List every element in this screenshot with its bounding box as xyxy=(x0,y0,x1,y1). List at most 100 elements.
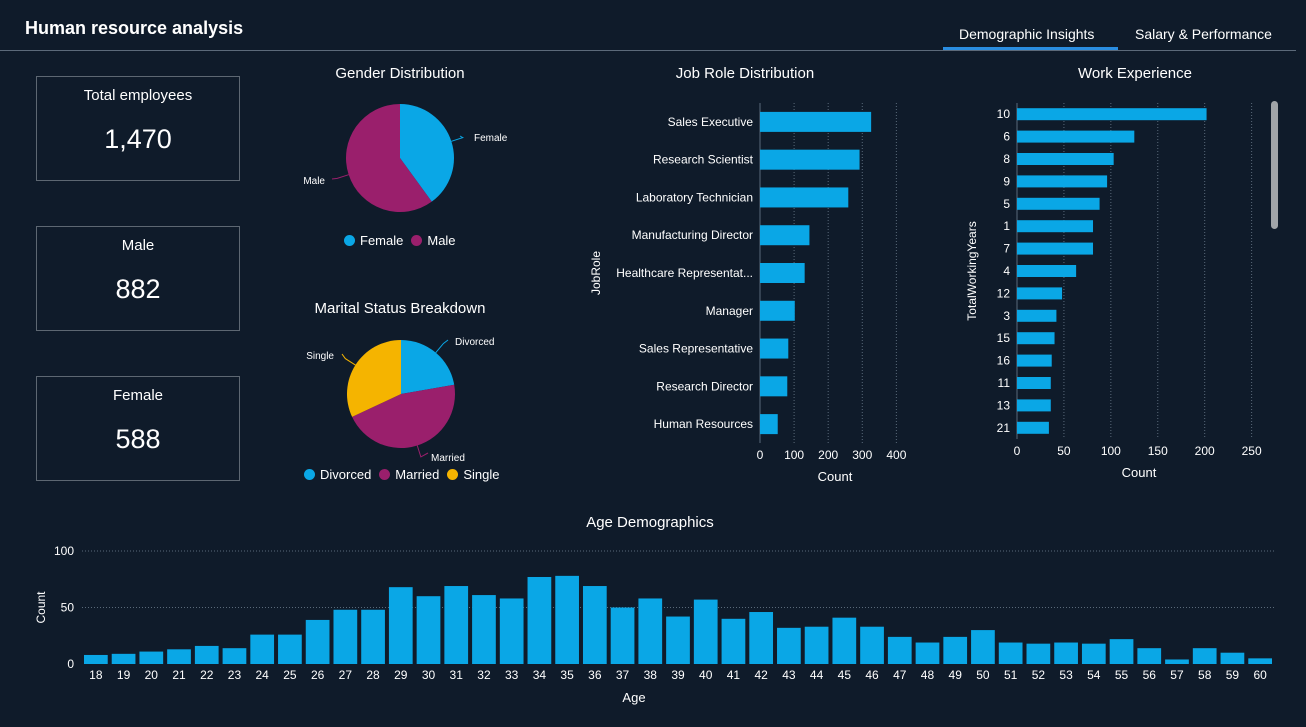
category-label: Manager xyxy=(706,304,753,318)
x-tick-label: 100 xyxy=(1101,444,1121,458)
legend-item-divorced[interactable]: Divorced xyxy=(304,467,371,482)
kpi-label: Male xyxy=(121,237,155,254)
category-label: 13 xyxy=(997,398,1011,412)
bar-13 xyxy=(1017,399,1051,412)
marital-chart-title: Marital Status Breakdown xyxy=(314,300,486,317)
bar-9 xyxy=(1017,175,1108,188)
kpi-card-total-employees: Total employees 1,470 xyxy=(36,76,240,181)
tab-demographic-insights[interactable]: Demographic Insights xyxy=(959,26,1095,42)
bar-age-47 xyxy=(887,636,912,664)
bar-age-23 xyxy=(222,648,247,664)
category-label: 10 xyxy=(997,107,1011,121)
x-tick-label: 48 xyxy=(921,668,935,682)
x-tick-label: 200 xyxy=(818,448,838,462)
bar-age-25 xyxy=(278,634,302,664)
x-axis-title: Count xyxy=(818,469,853,484)
pie-label-divorced: Divorced xyxy=(455,337,494,348)
legend-item-single[interactable]: Single xyxy=(447,467,500,482)
x-tick-label: 50 xyxy=(1057,444,1071,458)
pie-slice-male xyxy=(346,104,432,212)
bar-age-29 xyxy=(388,587,413,664)
x-tick-label: 400 xyxy=(886,448,906,462)
pie-leader-line xyxy=(341,353,356,366)
bar-age-39 xyxy=(666,616,690,664)
bar-age-45 xyxy=(832,617,857,664)
legend-item-married[interactable]: Married xyxy=(379,467,439,482)
bar-age-31 xyxy=(444,586,469,664)
x-tick-label: 22 xyxy=(200,668,214,682)
x-tick-label: 55 xyxy=(1115,668,1129,682)
category-label: 5 xyxy=(1003,197,1010,211)
bar-age-53 xyxy=(1054,642,1078,664)
gender-chart-title: Gender Distribution xyxy=(335,65,465,82)
x-tick-label: 42 xyxy=(754,668,768,682)
bar-sales-representative xyxy=(760,338,789,359)
x-tick-label: 24 xyxy=(256,668,270,682)
bar-age-43 xyxy=(777,627,801,664)
bar-age-26 xyxy=(305,619,330,664)
pie-label-male: Male xyxy=(303,176,325,187)
x-tick-label: 41 xyxy=(727,668,741,682)
category-label: Sales Representative xyxy=(639,342,753,356)
bar-age-30 xyxy=(416,596,441,664)
bar-age-58 xyxy=(1192,648,1217,664)
category-label: Human Resources xyxy=(654,417,753,431)
category-label: Laboratory Technician xyxy=(636,190,753,204)
bar-healthcare-representat xyxy=(760,263,805,283)
age-chart-title: Age Demographics xyxy=(586,514,714,531)
legend-item-female[interactable]: Female xyxy=(344,233,403,248)
bar-age-44 xyxy=(804,626,829,664)
bar-age-24 xyxy=(250,634,275,664)
legend-label: Male xyxy=(427,233,456,248)
x-tick-label: 26 xyxy=(311,668,325,682)
tab-salary-performance[interactable]: Salary & Performance xyxy=(1135,26,1272,42)
x-tick-label: 35 xyxy=(560,668,574,682)
y-tick-label: 0 xyxy=(67,657,74,671)
pie-leader-line xyxy=(435,339,449,353)
pie-slice-divorced xyxy=(401,340,455,394)
x-tick-label: 200 xyxy=(1195,444,1215,458)
bar-age-60 xyxy=(1248,658,1272,664)
experience-scrollbar[interactable] xyxy=(1271,101,1278,229)
pie-label-single: Single xyxy=(306,351,334,362)
x-tick-label: 150 xyxy=(1148,444,1168,458)
x-tick-label: 39 xyxy=(671,668,685,682)
legend-item-male[interactable]: Male xyxy=(411,233,456,248)
x-tick-label: 37 xyxy=(616,668,630,682)
legend-marker xyxy=(447,469,459,480)
pie-slice-female xyxy=(400,104,454,202)
bar-age-34 xyxy=(527,576,552,664)
active-tab-indicator xyxy=(943,47,1118,50)
category-label: 8 xyxy=(1003,152,1010,166)
y-axis-title: JobRole xyxy=(589,251,603,295)
bar-age-48 xyxy=(915,642,940,664)
category-label: 1 xyxy=(1003,219,1010,233)
bar-age-42 xyxy=(749,612,774,664)
x-tick-label: 31 xyxy=(450,668,464,682)
x-tick-label: 0 xyxy=(1014,444,1021,458)
bar-15 xyxy=(1017,332,1055,345)
x-tick-label: 32 xyxy=(477,668,491,682)
legend-label: Female xyxy=(360,233,404,248)
bar-age-50 xyxy=(971,630,995,664)
kpi-value: 1,470 xyxy=(104,124,172,154)
category-label: 21 xyxy=(997,421,1011,435)
bar-11 xyxy=(1017,377,1051,389)
category-label: 11 xyxy=(998,376,1011,390)
bar-age-32 xyxy=(472,595,496,664)
x-tick-label: 100 xyxy=(784,448,804,462)
x-tick-label: 47 xyxy=(893,668,907,682)
bar-16 xyxy=(1017,354,1052,367)
bar-12 xyxy=(1017,287,1063,300)
x-tick-label: 60 xyxy=(1253,668,1267,682)
x-tick-label: 44 xyxy=(810,668,824,682)
x-tick-label: 33 xyxy=(505,668,519,682)
category-label: 4 xyxy=(1003,264,1010,278)
x-tick-label: 43 xyxy=(782,668,796,682)
marital-pie-chart: Divorced Married Single xyxy=(306,337,494,464)
bar-age-19 xyxy=(111,653,136,664)
pie-label-female: Female xyxy=(474,133,508,144)
bar-age-36 xyxy=(582,586,607,664)
bar-human-resources xyxy=(760,414,778,435)
kpi-value: 882 xyxy=(115,274,161,304)
